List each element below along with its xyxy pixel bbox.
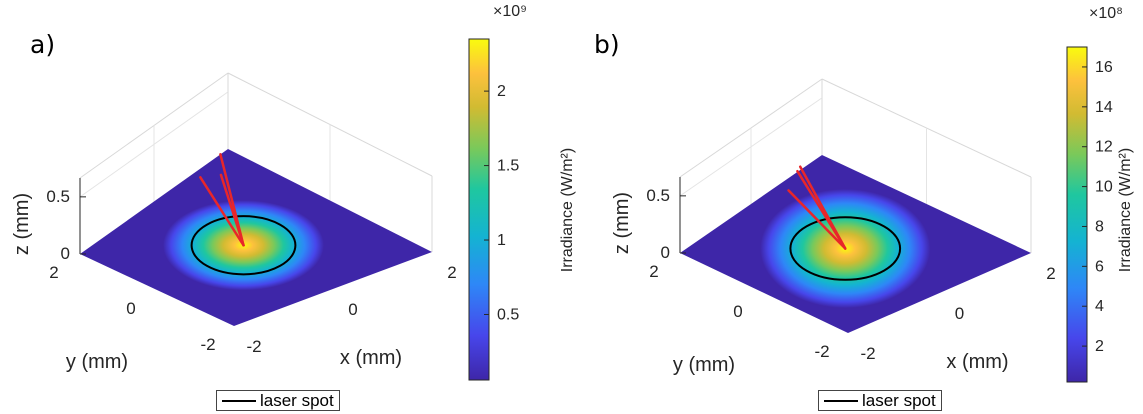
colorbar xyxy=(468,38,490,381)
colorbar-tick-label: 8 xyxy=(1095,218,1104,235)
grid-walls xyxy=(79,72,433,254)
panel-label-a: a) xyxy=(30,30,56,59)
colorbar xyxy=(1066,46,1088,383)
z-tick-label: 0.5 xyxy=(646,186,670,205)
y-tick-label: -2 xyxy=(200,335,215,354)
legend-b: laser spot xyxy=(818,390,942,411)
laser-spot-contour xyxy=(789,216,902,281)
colorbar-tick-label: 1 xyxy=(497,232,506,249)
legend-text-a: laser spot xyxy=(260,390,334,410)
z-tick-label: 0.5 xyxy=(46,187,70,206)
panel-label-b: b) xyxy=(594,30,620,59)
legend-line-b xyxy=(824,399,858,402)
y-tick-label: 2 xyxy=(649,262,658,281)
colorbar-exponent: ×10⁸ xyxy=(1089,5,1123,22)
x-axis-label: x (mm) xyxy=(946,351,1008,373)
grid-line xyxy=(679,97,823,197)
ray-line xyxy=(787,189,847,250)
colorbar-tick-label: 1.5 xyxy=(497,158,519,175)
z-tick-label: 0 xyxy=(61,244,70,263)
x-tick-label: -2 xyxy=(860,344,875,363)
colorbar-tick-label: 16 xyxy=(1095,59,1113,76)
z-tick-label: 0 xyxy=(661,243,670,262)
x-tick-label: -2 xyxy=(246,337,261,356)
ray-line xyxy=(219,153,245,247)
colorbar-tick-label: 12 xyxy=(1095,139,1113,156)
colorbar-label: Irradiance (W/m²) xyxy=(559,148,576,272)
y-tick-label: 2 xyxy=(49,263,58,282)
legend-text-b: laser spot xyxy=(862,390,936,410)
colorbar-tick-label: 6 xyxy=(1095,258,1104,275)
ray-line xyxy=(798,165,847,250)
colorbar-tick-label: 2 xyxy=(1095,338,1104,355)
x-tick-label: 0 xyxy=(955,304,964,323)
colorbar-tick-label: 0.5 xyxy=(497,306,519,323)
ray-line xyxy=(199,176,245,247)
x-tick-label: 0 xyxy=(348,300,357,319)
x-tick-label: 2 xyxy=(1046,264,1055,283)
laser-spot-contour xyxy=(190,215,297,276)
legend-a: laser spot xyxy=(216,390,340,411)
colorbar-tick-label: 14 xyxy=(1095,99,1113,116)
y-axis-label: y (mm) xyxy=(66,351,128,373)
x-tick-label: 2 xyxy=(447,263,456,282)
y-tick-label: 0 xyxy=(126,299,135,318)
y-tick-label: 0 xyxy=(733,302,742,321)
colorbar-tick-label: 10 xyxy=(1095,179,1113,196)
x-axis-label: x (mm) xyxy=(340,347,402,369)
z-axis-label: z (mm) xyxy=(11,193,33,255)
grid-line xyxy=(79,91,229,198)
colorbar-exponent: ×10⁹ xyxy=(493,3,527,20)
y-axis-label: y (mm) xyxy=(673,354,735,376)
colorbar-label: Irradiance (W/m²) xyxy=(1117,148,1134,272)
y-tick-label: -2 xyxy=(814,342,829,361)
z-axis-label: z (mm) xyxy=(611,192,633,254)
legend-line-a xyxy=(222,399,256,402)
colorbar-tick-label: 4 xyxy=(1095,298,1104,315)
colorbar-tick-label: 2 xyxy=(497,83,506,100)
